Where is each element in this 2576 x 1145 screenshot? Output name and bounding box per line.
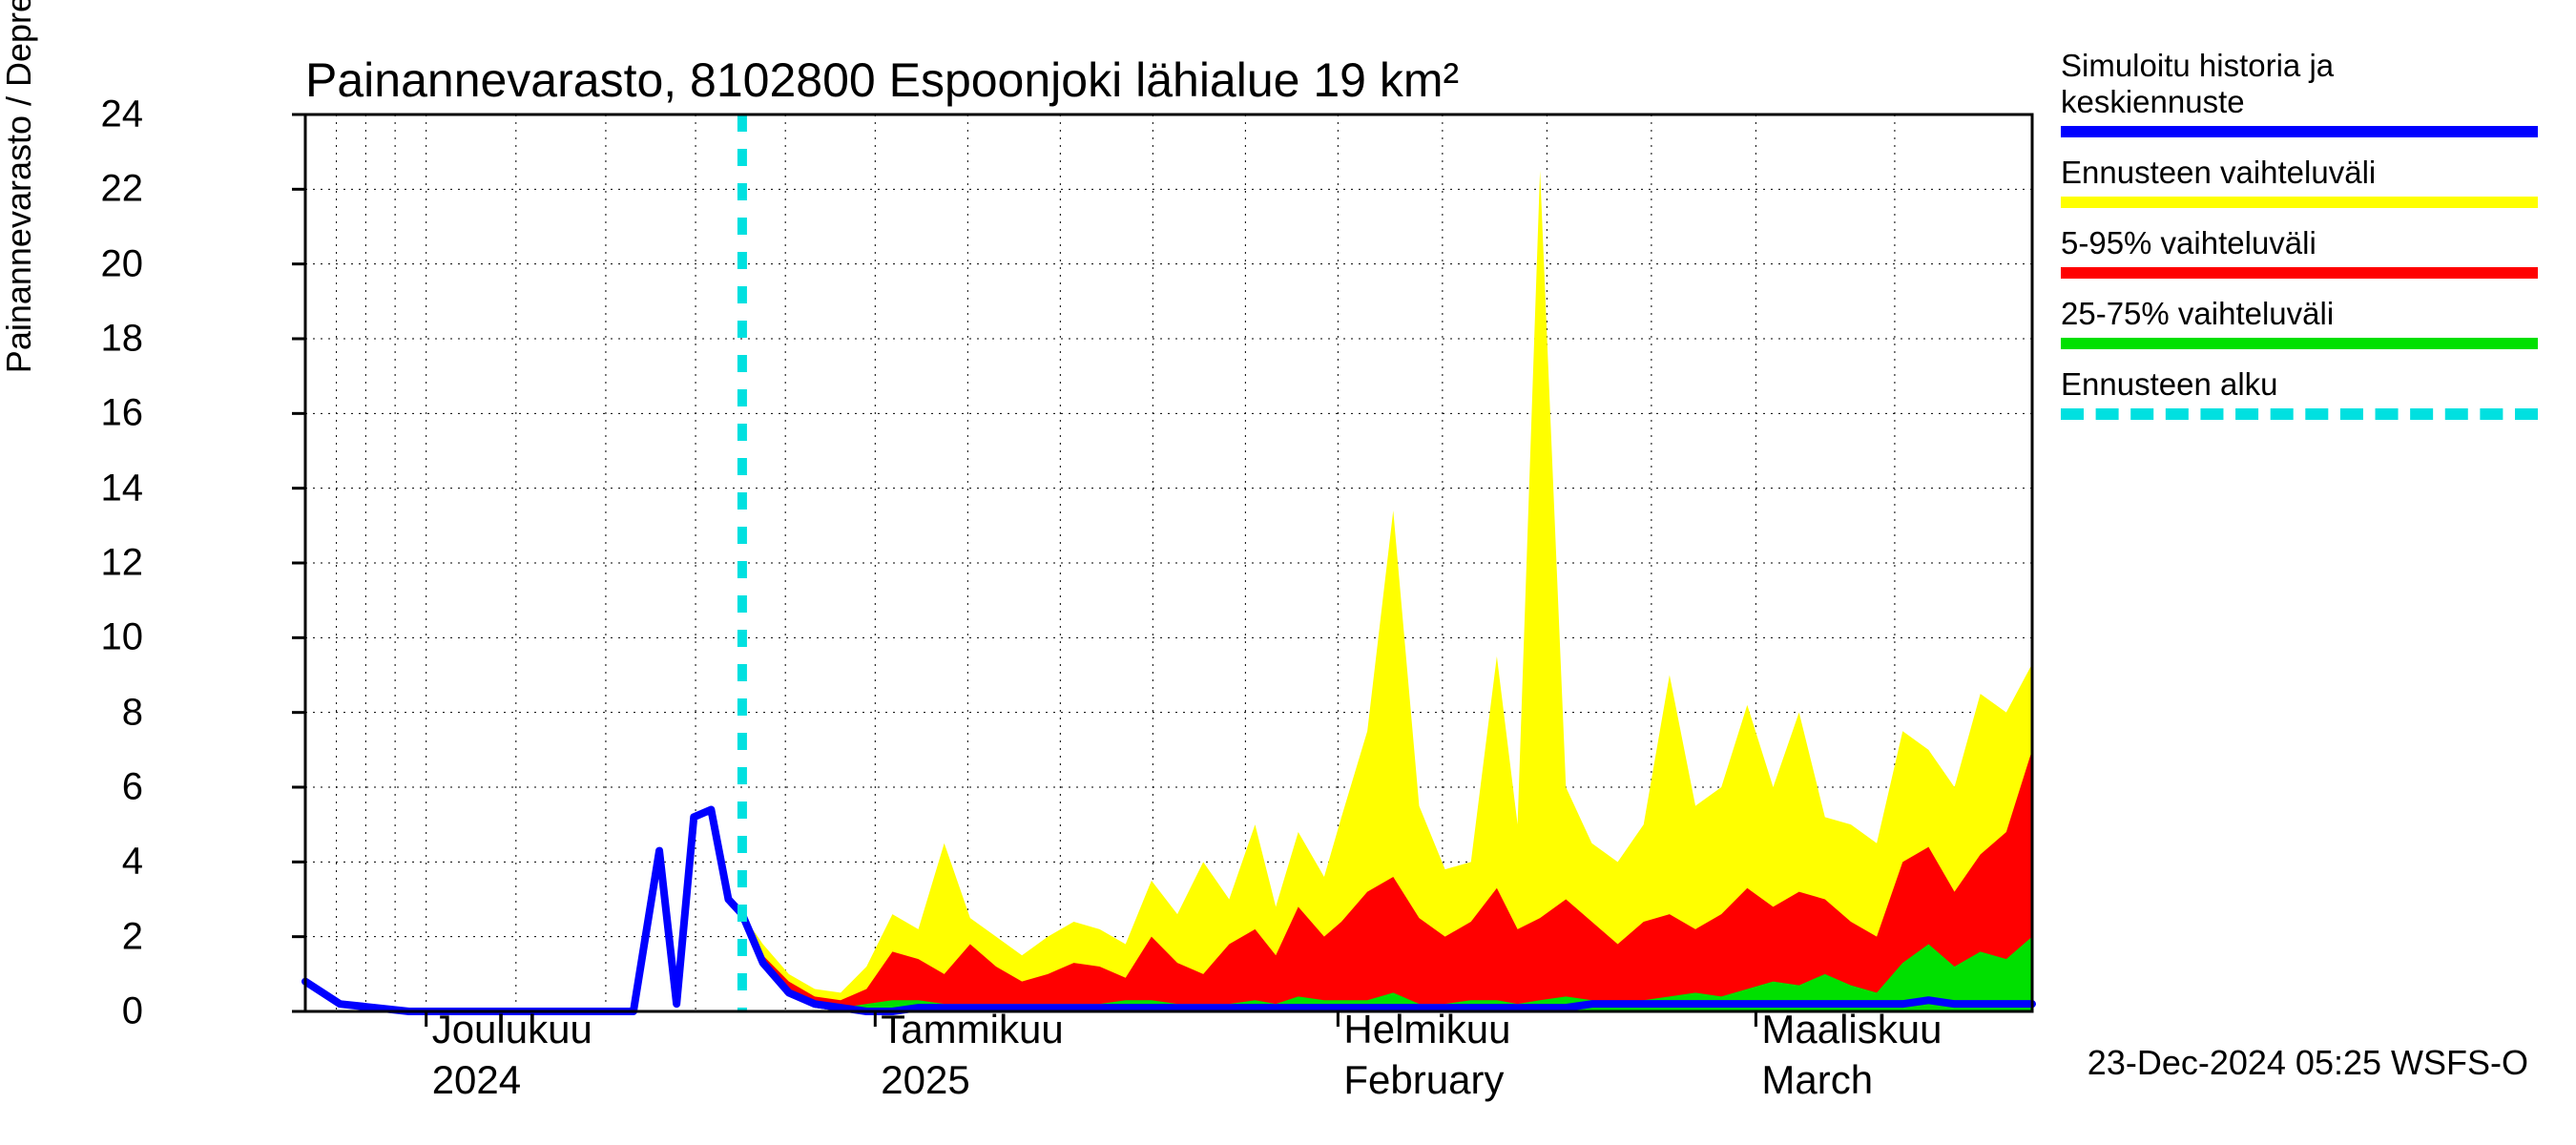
x-month-label: MaaliskuuMarch: [1761, 1005, 1942, 1105]
y-tick-label: 2: [67, 915, 143, 958]
y-tick-label: 20: [67, 242, 143, 285]
plot-area: [0, 0, 2576, 1145]
x-month-label: HelmikuuFebruary: [1343, 1005, 1510, 1105]
y-tick-label: 0: [67, 990, 143, 1033]
x-month-label: Tammikuu2025: [881, 1005, 1063, 1105]
y-tick-label: 12: [67, 542, 143, 585]
y-tick-label: 22: [67, 168, 143, 211]
timestamp-label: 23-Dec-2024 05:25 WSFS-O: [2088, 1043, 2528, 1083]
y-tick-label: 18: [67, 318, 143, 361]
y-tick-label: 10: [67, 616, 143, 659]
y-tick-label: 16: [67, 392, 143, 435]
y-tick-label: 6: [67, 766, 143, 809]
y-tick-label: 14: [67, 467, 143, 510]
y-tick-label: 8: [67, 691, 143, 734]
x-month-label: Joulukuu2024: [432, 1005, 592, 1105]
y-tick-label: 4: [67, 841, 143, 884]
y-tick-label: 24: [67, 94, 143, 136]
